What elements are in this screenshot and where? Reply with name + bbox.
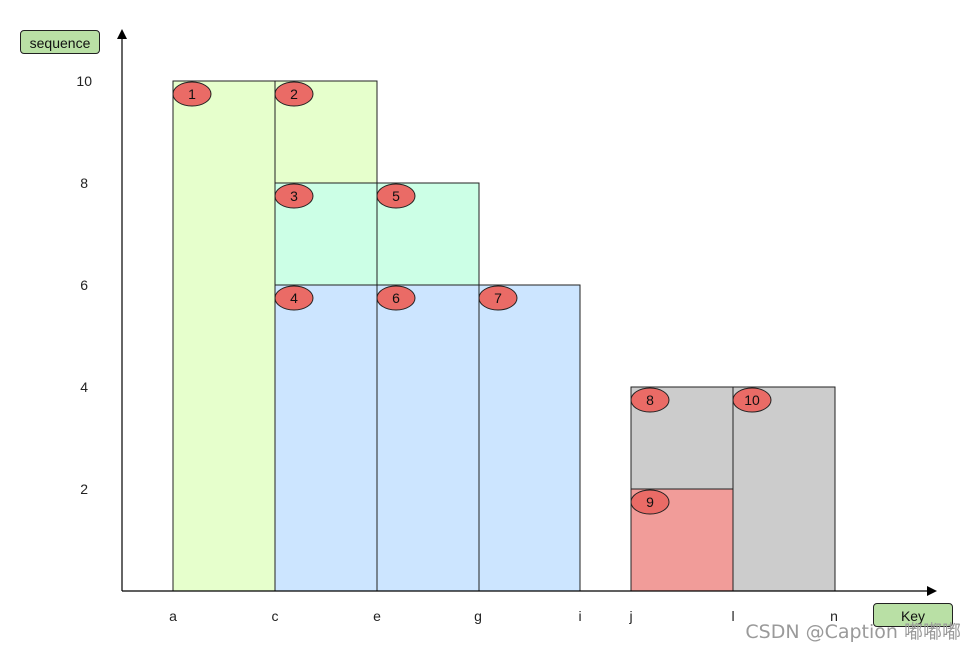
badge-2: 2 [274, 81, 314, 107]
svg-text:1: 1 [188, 86, 196, 102]
svg-text:9: 9 [646, 494, 654, 510]
rect-blue-e-g [376, 284, 480, 592]
badge-7: 7 [478, 285, 518, 311]
x-tick-g: g [474, 608, 482, 624]
y-tick-10: 10 [76, 73, 92, 89]
rectangles [172, 80, 836, 592]
badge-1: 1 [172, 81, 212, 107]
x-tick-n: n [830, 608, 838, 624]
y-tick-6: 6 [80, 277, 88, 293]
watermark: CSDN @Caption 嘟嘟嘟 [745, 621, 961, 643]
svg-text:10: 10 [744, 392, 760, 408]
svg-text:2: 2 [290, 86, 298, 102]
badge-9: 9 [630, 489, 670, 515]
rect-gray-l-n [732, 386, 836, 592]
x-tick-e: e [373, 608, 381, 624]
badge-10: 10 [732, 387, 772, 413]
x-tick-l: l [731, 608, 734, 624]
badge-3: 3 [274, 183, 314, 209]
badge-4: 4 [274, 285, 314, 311]
x-tick-i: i [578, 608, 581, 624]
badge-8: 8 [630, 387, 670, 413]
badge-6: 6 [376, 285, 416, 311]
x-tick-j: j [628, 608, 632, 624]
svg-text:4: 4 [290, 290, 298, 306]
x-tick-c: c [272, 608, 279, 624]
badges: 1 2 3 5 4 6 7 [172, 81, 772, 515]
x-axis-label: Key [873, 603, 953, 627]
y-tick-labels: 2 4 6 8 10 [76, 73, 92, 497]
y-tick-8: 8 [80, 175, 88, 191]
badge-5: 5 [376, 183, 416, 209]
x-tick-a: a [169, 608, 177, 624]
y-tick-4: 4 [80, 379, 88, 395]
rect-blue-g-i [478, 284, 581, 592]
rect-blue-c-e [274, 284, 378, 592]
rect-light-green-a-c [172, 80, 276, 592]
svg-text:6: 6 [392, 290, 400, 306]
svg-text:7: 7 [494, 290, 502, 306]
x-tick-labels: a c e g i j l n [169, 608, 838, 624]
svg-text:5: 5 [392, 188, 400, 204]
y-axis-label: sequence [20, 30, 100, 54]
svg-text:8: 8 [646, 392, 654, 408]
svg-text:3: 3 [290, 188, 298, 204]
y-tick-2: 2 [80, 481, 88, 497]
